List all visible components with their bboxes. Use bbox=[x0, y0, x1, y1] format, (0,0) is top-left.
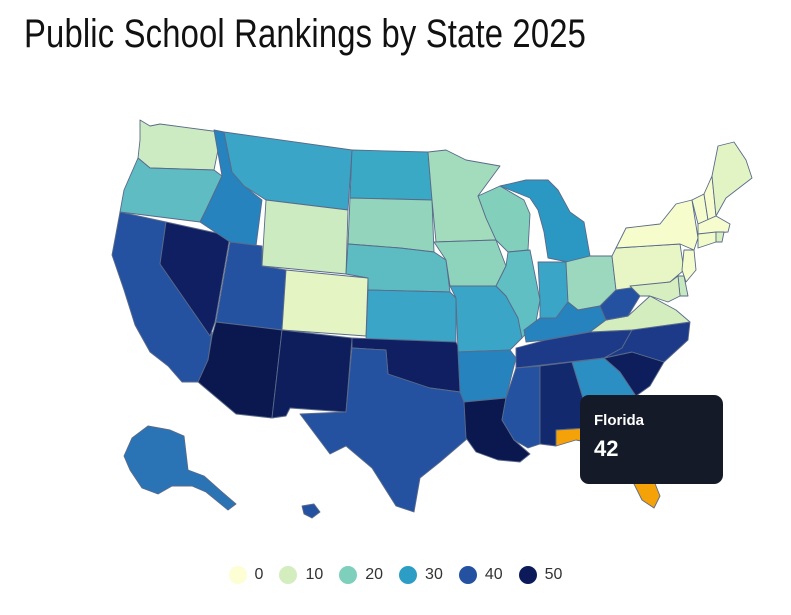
tooltip-state-value: 42 bbox=[594, 436, 619, 461]
legend-label-50: 50 bbox=[544, 566, 563, 583]
state-washington[interactable] bbox=[137, 119, 221, 171]
color-legend: 0 10 20 30 40 50 bbox=[0, 566, 791, 584]
legend-label-30: 30 bbox=[425, 566, 443, 583]
state-massachusetts[interactable] bbox=[697, 215, 731, 235]
legend-item-10[interactable]: 10 bbox=[279, 566, 323, 584]
legend-item-30[interactable]: 30 bbox=[399, 566, 443, 584]
legend-label-10: 10 bbox=[305, 566, 324, 583]
legend-item-40[interactable]: 40 bbox=[458, 566, 503, 584]
state-north-dakota[interactable] bbox=[349, 149, 433, 201]
state-new-york[interactable] bbox=[615, 199, 699, 251]
state-tooltip: Florida 42 bbox=[580, 395, 723, 484]
state-alaska[interactable] bbox=[123, 425, 237, 511]
legend-swatch-20 bbox=[339, 566, 358, 584]
legend-swatch-50 bbox=[518, 566, 537, 584]
legend-swatch-10 bbox=[279, 566, 298, 584]
state-rhode-island[interactable] bbox=[715, 231, 725, 243]
state-north-carolina[interactable] bbox=[603, 321, 691, 363]
state-new-mexico[interactable] bbox=[271, 329, 353, 419]
state-colorado[interactable] bbox=[281, 269, 369, 337]
state-maine[interactable] bbox=[711, 141, 753, 217]
legend-label-0: 0 bbox=[254, 566, 264, 583]
legend-swatch-30 bbox=[399, 566, 418, 584]
state-south-dakota[interactable] bbox=[347, 197, 435, 253]
state-maryland[interactable] bbox=[629, 275, 681, 303]
state-connecticut[interactable] bbox=[697, 231, 717, 249]
legend-label-20: 20 bbox=[365, 566, 384, 583]
legend-swatch-40 bbox=[458, 566, 477, 584]
state-illinois[interactable] bbox=[495, 249, 541, 339]
legend-label-40: 40 bbox=[484, 566, 503, 583]
state-wyoming[interactable] bbox=[261, 199, 349, 275]
legend-item-50[interactable]: 50 bbox=[518, 566, 563, 584]
state-new-jersey[interactable] bbox=[681, 249, 697, 283]
page-title: Public School Rankings by State 2025 bbox=[24, 12, 587, 56]
tooltip-state-name: Florida bbox=[594, 412, 645, 429]
legend-swatch-0 bbox=[228, 566, 247, 584]
state-kansas[interactable] bbox=[365, 289, 457, 343]
state-hawaii[interactable] bbox=[301, 503, 321, 519]
legend-item-20[interactable]: 20 bbox=[339, 566, 383, 584]
state-texas[interactable] bbox=[299, 347, 469, 513]
legend-item-0[interactable]: 0 bbox=[228, 566, 264, 584]
